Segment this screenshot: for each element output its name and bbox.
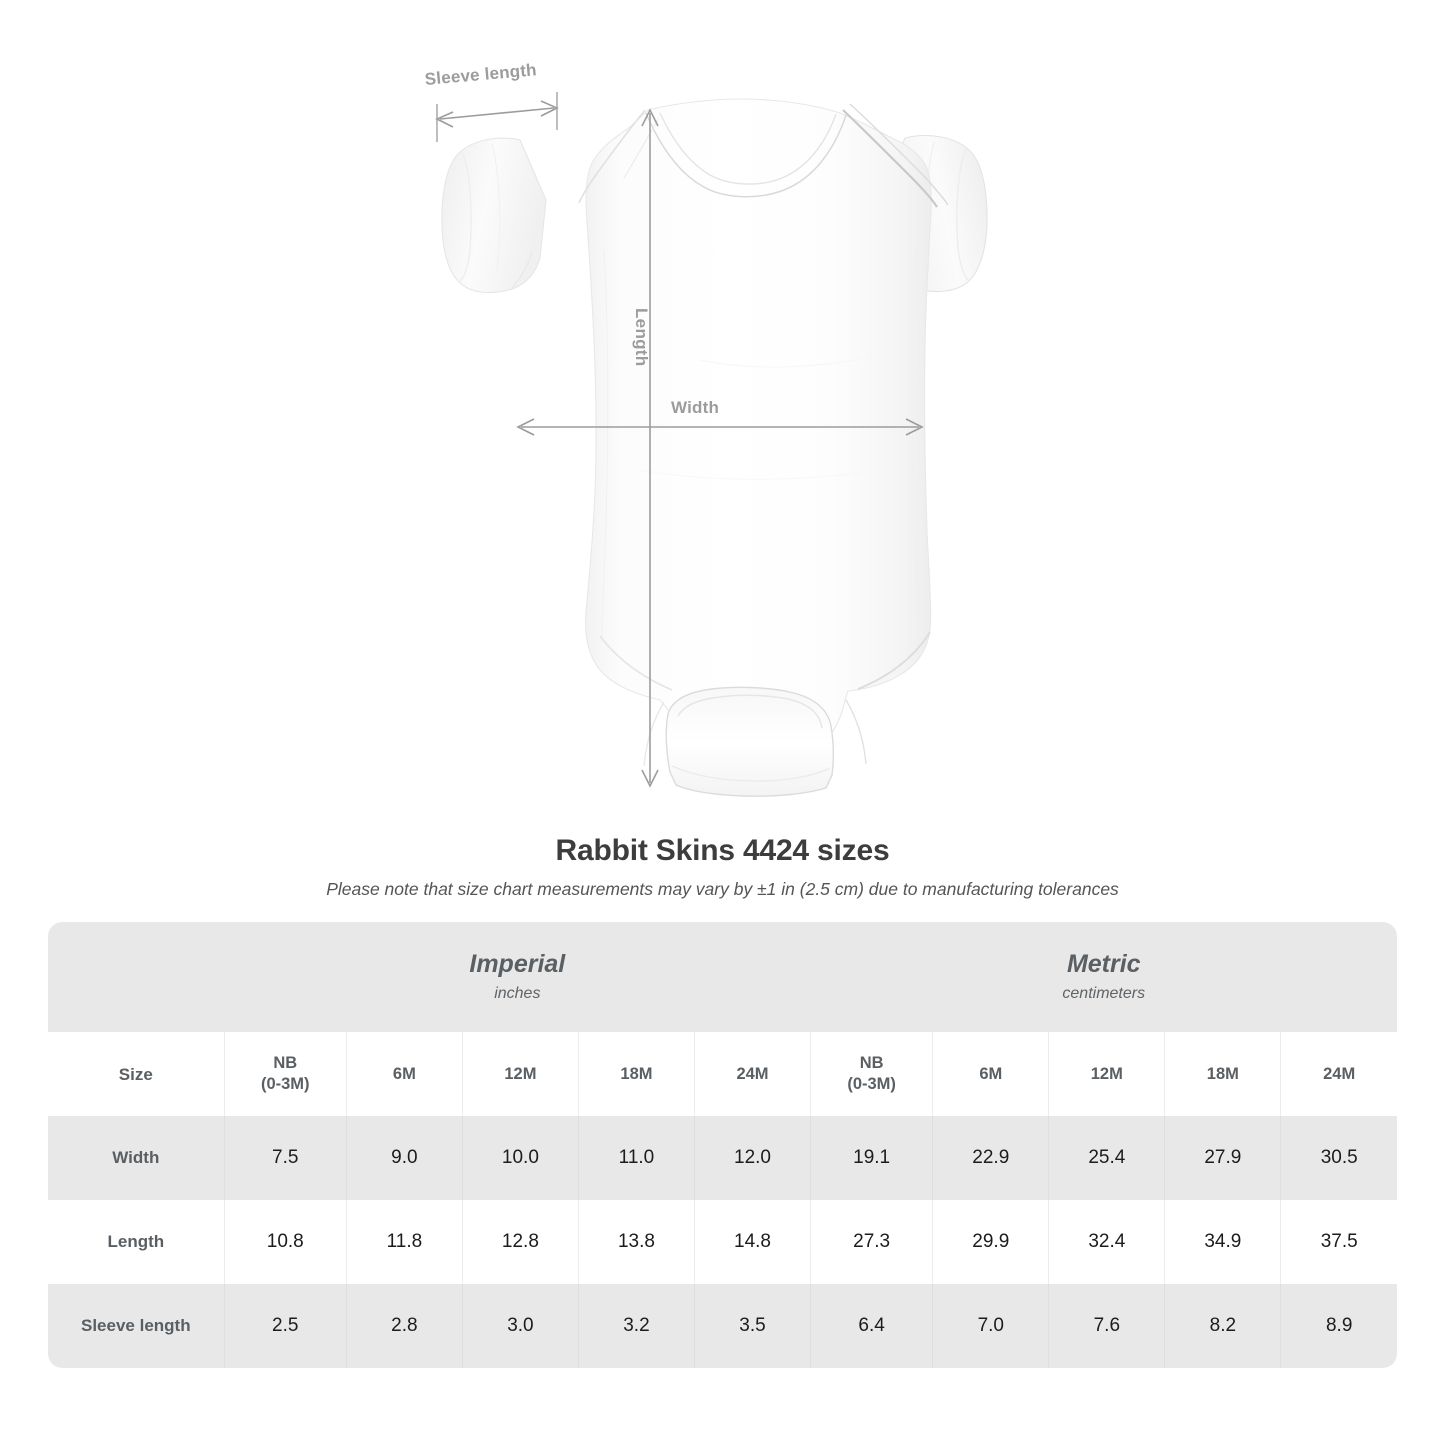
cell-width-imperial-12m: 10.0 xyxy=(461,1116,579,1200)
cell-sleeve-metric-12m: 7.6 xyxy=(1048,1284,1165,1368)
cell-sleeve-metric-24m: 8.9 xyxy=(1280,1284,1397,1368)
sleeve-arrow-left xyxy=(435,111,454,128)
table-row: Sleeve length 2.5 2.8 3.0 3.2 3.5 6.4 7.… xyxy=(48,1284,1397,1368)
system-imperial-name: Imperial xyxy=(469,950,566,978)
cell-width-imperial-nb: 7.5 xyxy=(223,1116,347,1200)
cell-sleeve-imperial-12m: 3.0 xyxy=(461,1284,579,1368)
cell-width-metric-18m: 27.9 xyxy=(1164,1116,1281,1200)
cell-width-metric-24m: 30.5 xyxy=(1280,1116,1397,1200)
bodysuit-body xyxy=(578,98,949,767)
size-header-imperial-18m: 18M xyxy=(577,1032,695,1116)
cell-sleeve-metric-6m: 7.0 xyxy=(932,1284,1049,1368)
cell-length-metric-6m: 29.9 xyxy=(932,1200,1049,1284)
system-header-row: Imperial inches Metric centimeters xyxy=(48,922,1397,1032)
cell-length-metric-nb: 27.3 xyxy=(810,1200,933,1284)
system-imperial-unit: inches xyxy=(494,985,541,1002)
size-header-metric-24m: 24M xyxy=(1280,1032,1397,1116)
cell-length-imperial-12m: 12.8 xyxy=(461,1200,579,1284)
cell-length-metric-18m: 34.9 xyxy=(1164,1200,1281,1284)
size-label-main: NB xyxy=(859,1054,884,1072)
cell-length-imperial-18m: 13.8 xyxy=(577,1200,695,1284)
size-header-imperial-6m: 6M xyxy=(345,1032,463,1116)
size-label-sub: (0-3M) xyxy=(260,1075,310,1093)
width-label: Width xyxy=(671,398,720,417)
measurement-lines xyxy=(435,92,924,788)
cell-width-imperial-6m: 9.0 xyxy=(345,1116,463,1200)
system-imperial-cell: Imperial inches xyxy=(224,922,811,1032)
size-chart-table: Imperial inches Metric centimeters Size … xyxy=(48,922,1397,1368)
length-arrow-bottom xyxy=(641,769,659,788)
system-blank-cell xyxy=(48,922,225,1032)
cell-length-metric-12m: 32.4 xyxy=(1048,1200,1165,1284)
left-sleeve xyxy=(441,137,547,294)
cell-sleeve-metric-nb: 6.4 xyxy=(810,1284,933,1368)
length-label: Length xyxy=(632,308,651,367)
cell-sleeve-metric-18m: 8.2 xyxy=(1164,1284,1281,1368)
size-table-wrapper: Imperial inches Metric centimeters Size … xyxy=(48,922,1397,1368)
cell-width-imperial-18m: 11.0 xyxy=(577,1116,695,1200)
title-block: Rabbit Skins 4424 sizes Please note that… xyxy=(0,830,1445,906)
size-header-metric-18m: 18M xyxy=(1164,1032,1281,1116)
size-label-sub: (0-3M) xyxy=(847,1075,896,1093)
cell-sleeve-imperial-nb: 2.5 xyxy=(223,1284,347,1368)
cell-sleeve-imperial-18m: 3.2 xyxy=(577,1284,695,1368)
sleeve-line xyxy=(439,107,555,120)
cell-width-metric-nb: 19.1 xyxy=(810,1116,933,1200)
size-header-imperial-12m: 12M xyxy=(461,1032,579,1116)
cell-sleeve-imperial-6m: 2.8 xyxy=(345,1284,463,1368)
cell-width-imperial-24m: 12.0 xyxy=(693,1116,811,1200)
bodysuit-figure xyxy=(435,92,988,797)
crotch-snap-flap xyxy=(665,686,835,797)
cell-width-metric-12m: 25.4 xyxy=(1048,1116,1165,1200)
size-header-metric-12m: 12M xyxy=(1048,1032,1165,1116)
cell-length-imperial-24m: 14.8 xyxy=(693,1200,811,1284)
system-metric-cell: Metric centimeters xyxy=(810,922,1397,1032)
cell-width-metric-6m: 22.9 xyxy=(932,1116,1049,1200)
size-header-row: Size NB (0-3M) 6M 12M 18M 24M NB (0-3M) … xyxy=(48,1032,1397,1116)
page-subtitle: Please note that size chart measurements… xyxy=(326,879,1119,899)
row-label-width: Width xyxy=(48,1116,225,1200)
system-metric-name: Metric xyxy=(1066,950,1141,978)
page-title: Rabbit Skins 4424 sizes xyxy=(555,834,890,867)
size-label-main: NB xyxy=(273,1054,298,1072)
size-column-header: Size xyxy=(48,1032,225,1116)
system-metric-unit: centimeters xyxy=(1062,985,1146,1002)
row-label-sleeve-length: Sleeve length xyxy=(48,1284,225,1368)
width-arrow-right xyxy=(905,418,924,436)
table-row: Width 7.5 9.0 10.0 11.0 12.0 19.1 22.9 2… xyxy=(48,1116,1397,1200)
cell-length-imperial-6m: 11.8 xyxy=(345,1200,463,1284)
width-arrow-left xyxy=(516,418,535,436)
size-header-imperial-nb: NB (0-3M) xyxy=(223,1032,347,1116)
cell-sleeve-imperial-24m: 3.5 xyxy=(693,1284,811,1368)
cell-length-imperial-nb: 10.8 xyxy=(223,1200,347,1284)
row-label-length: Length xyxy=(48,1200,225,1284)
size-header-imperial-24m: 24M xyxy=(693,1032,811,1116)
length-arrow-top xyxy=(641,108,659,127)
table-row: Length 10.8 11.8 12.8 13.8 14.8 27.3 29.… xyxy=(48,1200,1397,1284)
size-header-metric-nb: NB (0-3M) xyxy=(810,1032,933,1116)
garment-illustration: Sleeve length Length Width xyxy=(424,60,988,797)
cell-length-metric-24m: 37.5 xyxy=(1280,1200,1397,1284)
size-header-metric-6m: 6M xyxy=(932,1032,1049,1116)
